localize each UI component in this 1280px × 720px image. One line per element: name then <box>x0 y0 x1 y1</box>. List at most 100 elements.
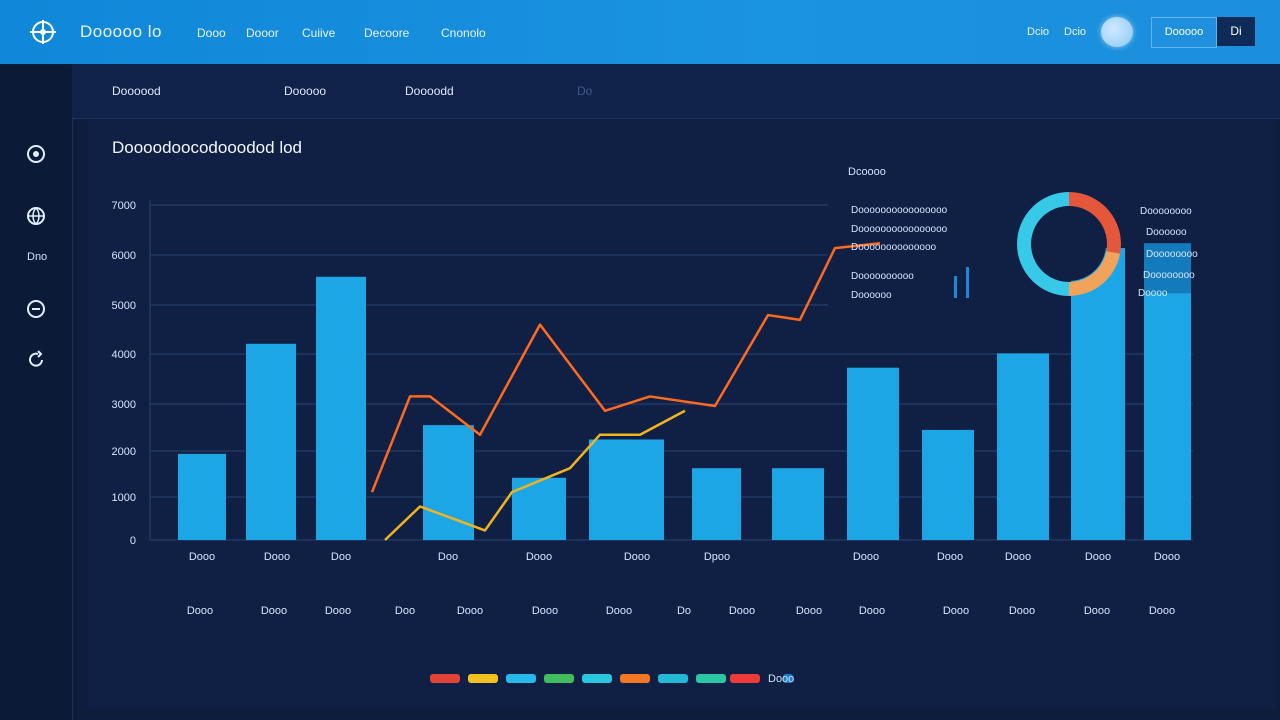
chart-title: Doooodoocodooodod lod <box>112 138 302 158</box>
top-link-2[interactable]: Dcio <box>1064 26 1087 38</box>
x-tick-label-secondary: Dooo <box>796 605 822 617</box>
y-tick-label: 3000 <box>112 399 136 411</box>
bar <box>178 453 226 540</box>
legend-swatch <box>582 674 612 683</box>
x-tick-label-secondary: Dooo <box>325 605 351 617</box>
nav-item-3[interactable]: Cuiive <box>302 26 336 40</box>
donut-segment <box>1017 192 1069 296</box>
bar <box>772 468 824 540</box>
x-tick-label-secondary: Do <box>677 605 691 617</box>
bar <box>692 468 741 540</box>
x-tick-label: Dooo <box>264 551 290 563</box>
legend-swatch <box>430 674 460 683</box>
y-tick-label: 4000 <box>112 349 136 361</box>
legend-label: Dooo <box>768 673 795 685</box>
x-tick-label-secondary: Dooo <box>1009 605 1035 617</box>
x-tick-label-secondary: Dooo <box>729 605 755 617</box>
top-bar: Dooooo lo Dooo Dooor Cuiive Decoore Cnon… <box>0 0 1280 64</box>
bar <box>246 343 296 540</box>
x-tick-label-secondary: Dooo <box>457 605 483 617</box>
x-tick-label: Dooo <box>189 551 215 563</box>
y-tick-label: 0 <box>130 535 136 547</box>
brand-title: Dooooo lo <box>80 22 163 41</box>
bar <box>316 276 366 540</box>
tab-bar: Doooood Dooooo Doooodd Do <box>72 64 1280 119</box>
x-tick-label-secondary: Dooo <box>187 605 213 617</box>
globe-icon[interactable] <box>24 204 48 228</box>
settings-icon[interactable] <box>24 297 48 321</box>
legend-swatch <box>783 674 793 683</box>
donut-segment <box>1069 192 1121 254</box>
top-square-button[interactable]: Di <box>1217 17 1255 46</box>
line-series <box>370 242 881 493</box>
legend-swatch <box>696 674 726 683</box>
x-tick-label: Dooo <box>624 551 650 563</box>
tab-4[interactable]: Do <box>577 84 593 98</box>
legend-item: Doooooooooooooooo <box>851 224 948 235</box>
legend-item: Doooooooooooooo <box>851 242 937 253</box>
donut-hole <box>1032 207 1106 281</box>
legend-swatch <box>620 674 650 683</box>
y-tick-label: 1000 <box>112 492 136 504</box>
logo-icon <box>30 20 56 44</box>
donut-label: Doooooooo <box>1140 206 1192 217</box>
bar <box>589 439 664 540</box>
nav-item-5[interactable]: Cnonolo <box>441 26 486 40</box>
bar <box>922 429 974 540</box>
legend-swatch <box>730 674 760 683</box>
donut-label: Doooooooo <box>1146 249 1198 260</box>
nav-item-4[interactable]: Decoore <box>364 26 410 40</box>
x-tick-label: Dooo <box>1085 551 1111 563</box>
legend-item: Doooooooooooooooo <box>851 205 948 216</box>
mini-bar <box>966 267 969 298</box>
mini-bar <box>954 276 957 298</box>
legend-swatch <box>544 674 574 683</box>
bar <box>1071 248 1125 541</box>
legend-swatch <box>506 674 536 683</box>
x-tick-label-secondary: Dooo <box>1084 605 1110 617</box>
donut-label: Doooooooo <box>1143 270 1195 281</box>
donut-label: Doooooo <box>1146 227 1187 238</box>
nav-item-1[interactable]: Dooo <box>197 26 226 40</box>
bar <box>997 353 1049 540</box>
x-tick-label: Dooo <box>526 551 552 563</box>
x-tick-label-secondary: Dooo <box>1149 605 1175 617</box>
legend-title: Dcoooo <box>848 166 886 178</box>
x-tick-label: Dooo <box>1154 551 1180 563</box>
x-tick-label-secondary: Dooo <box>859 605 885 617</box>
refresh-icon[interactable] <box>24 348 48 372</box>
y-tick-label: 2000 <box>112 446 136 458</box>
chart-title-text: Doooodoocodooodod lod <box>112 138 303 157</box>
x-tick-label: Dooo <box>1005 551 1031 563</box>
top-link-1[interactable]: Dcio <box>1027 26 1050 38</box>
x-tick-label-secondary: Doo <box>395 605 415 617</box>
x-tick-label: Doo <box>438 551 458 563</box>
legend-swatch <box>468 674 498 683</box>
bar <box>512 477 566 540</box>
y-tick-label: 7000 <box>112 200 136 212</box>
legend-item: Doooooo <box>851 290 892 301</box>
top-action-button[interactable]: Dooooo <box>1151 17 1217 48</box>
donut-label: Doooo <box>1138 288 1168 299</box>
line-series <box>384 409 686 541</box>
sidebar: Dno <box>0 64 73 720</box>
tab-2[interactable]: Dooooo <box>284 84 327 98</box>
y-tick-label: 5000 <box>112 300 136 312</box>
legend-item: Doooooooooo <box>851 271 914 282</box>
avatar[interactable] <box>1101 17 1133 47</box>
gear-icon[interactable] <box>24 142 48 166</box>
x-tick-label-secondary: Dooo <box>606 605 632 617</box>
legend-swatch <box>658 674 688 683</box>
nav-item-2[interactable]: Dooor <box>246 26 279 40</box>
tab-3[interactable]: Doooodd <box>405 84 454 98</box>
x-tick-label-secondary: Dooo <box>261 605 287 617</box>
donut-segment <box>1069 251 1121 296</box>
tab-1[interactable]: Doooood <box>112 84 161 98</box>
x-tick-label: Dooo <box>937 551 963 563</box>
x-tick-label-secondary: Dooo <box>943 605 969 617</box>
bar <box>847 367 899 540</box>
x-tick-label: Dpoo <box>704 551 730 563</box>
x-tick-label: Doo <box>331 551 351 563</box>
x-tick-label-secondary: Dooo <box>532 605 558 617</box>
